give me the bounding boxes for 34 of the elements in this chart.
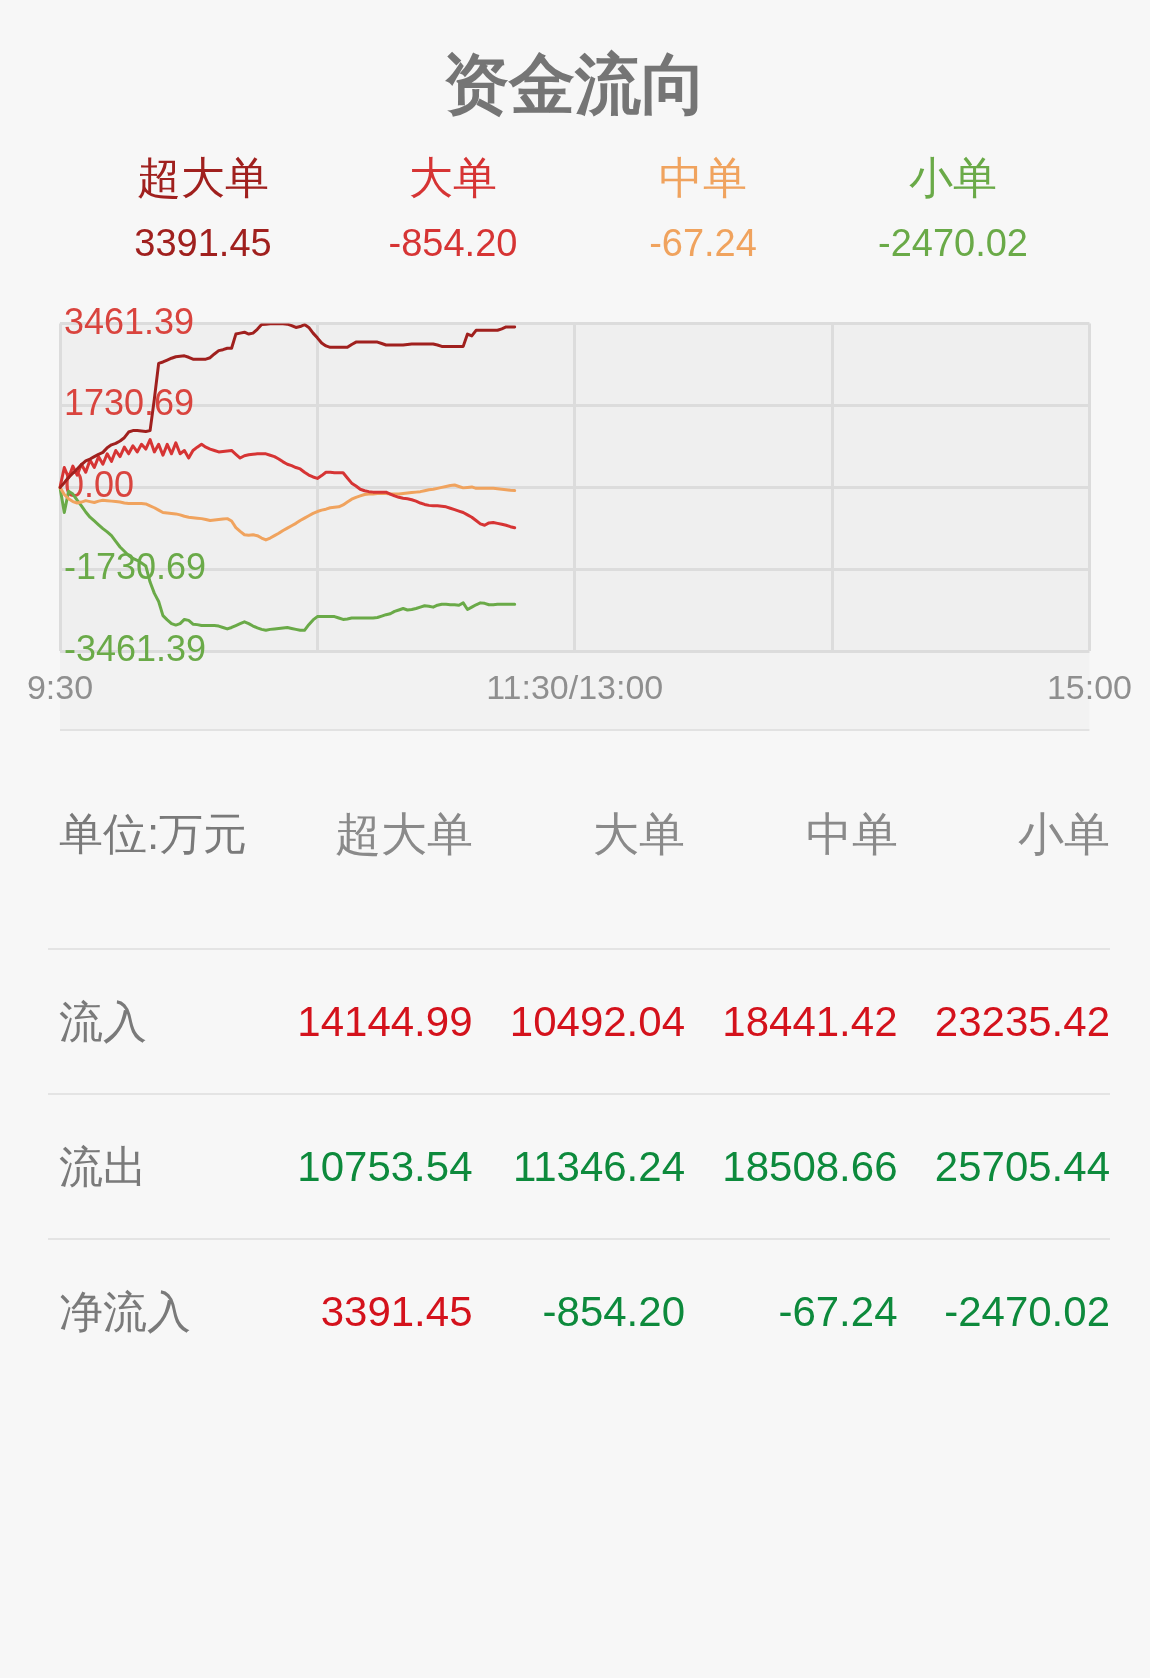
- x-tick-label: 15:00: [1046, 667, 1133, 706]
- data-label: 18508.66: [721, 1141, 898, 1192]
- data-label: -854.20: [541, 1286, 685, 1337]
- text: 流出: [58, 1140, 148, 1193]
- y-tick-label: -3461.39: [64, 628, 207, 670]
- text: 中单: [658, 152, 748, 204]
- text: 单位:万元: [58, 808, 249, 860]
- text: -67.24: [648, 221, 758, 266]
- data-label: 3391.45: [319, 1286, 473, 1337]
- data-label: 10492.04: [508, 996, 685, 1047]
- text: 超大单: [136, 152, 270, 204]
- x-tick-label: 11:30/13:00: [486, 667, 664, 706]
- y-tick-label: 3461.39: [64, 300, 195, 342]
- text: 大单: [408, 152, 498, 204]
- data-label: 18441.42: [721, 996, 898, 1047]
- data-label: 10753.54: [296, 1141, 473, 1192]
- chart-title: 资金流向: [442, 46, 708, 123]
- text: 小单: [908, 152, 998, 204]
- text: 流入: [58, 995, 148, 1048]
- category-label: 小单: [1017, 807, 1110, 862]
- category-label: 大单: [592, 807, 685, 862]
- category-label: 中单: [804, 807, 898, 862]
- data-label: 25705.44: [933, 1141, 1110, 1192]
- data-label: 14144.99: [296, 996, 473, 1047]
- data-label: -2470.02: [943, 1286, 1110, 1337]
- text: 净流入: [58, 1285, 192, 1338]
- text: -854.20: [387, 221, 519, 266]
- text: 3391.45: [133, 221, 273, 266]
- text: -2470.02: [877, 221, 1029, 266]
- category-label: 超大单: [333, 807, 473, 862]
- x-tick-label: 9:30: [26, 667, 94, 706]
- data-label: 11346.24: [511, 1141, 685, 1192]
- data-label: -67.24: [777, 1286, 898, 1337]
- data-label: 23235.42: [933, 996, 1110, 1047]
